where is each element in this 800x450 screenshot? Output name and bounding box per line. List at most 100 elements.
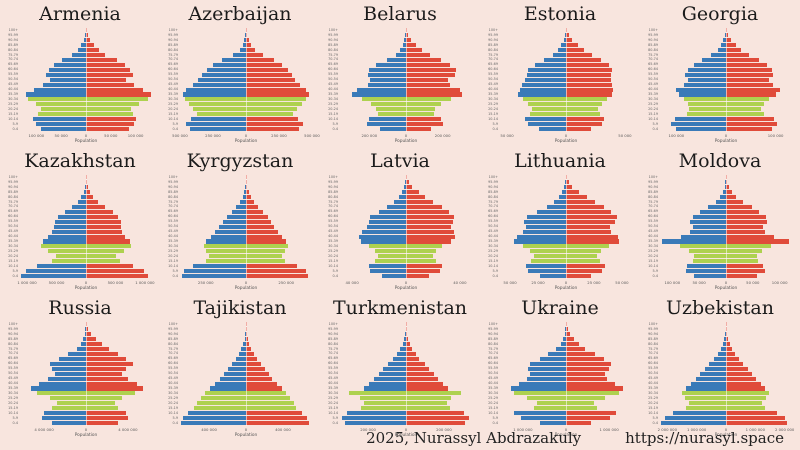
- bar-male-youth: [40, 244, 86, 249]
- bar-male: [709, 361, 726, 366]
- bar-row-25-29: [500, 102, 632, 107]
- age-label: 55-59: [8, 72, 18, 77]
- bar-row-50-54: [500, 77, 632, 82]
- age-label: 100+: [328, 321, 338, 326]
- age-label: 35-39: [168, 239, 178, 244]
- age-label: 35-39: [648, 386, 658, 391]
- bar-female: [406, 356, 420, 361]
- bar-male: [197, 77, 246, 82]
- bar-row-10-14: [500, 117, 632, 122]
- bar-female: [726, 190, 733, 195]
- age-label: 25-29: [328, 101, 338, 106]
- center-axis-line: [246, 27, 247, 132]
- bar-female: [726, 421, 788, 426]
- bar-female: [86, 411, 127, 416]
- bar-row-45-49: [180, 376, 312, 381]
- age-label: 20-24: [8, 253, 18, 258]
- bar-female: [726, 67, 772, 72]
- age-label: 0-4: [172, 420, 178, 425]
- bar-female: [86, 356, 127, 361]
- age-label: 0-4: [12, 420, 18, 425]
- bar-male: [402, 190, 406, 195]
- bar-female-youth: [566, 406, 598, 411]
- bar-row-40-44: [660, 87, 792, 92]
- bar-male-youth: [687, 102, 726, 107]
- bar-male: [692, 214, 726, 219]
- bar-female: [246, 234, 283, 239]
- bar-male-youth: [371, 102, 406, 107]
- bar-female: [406, 77, 449, 82]
- chart-title: Latvia: [370, 150, 430, 172]
- chart-title: Estonia: [523, 3, 597, 25]
- bar-row-5-9: [500, 416, 632, 421]
- bar-row-60-64: [500, 361, 632, 366]
- bar-male: [84, 332, 86, 337]
- bar-female: [726, 195, 737, 200]
- x-tick-label: 0: [244, 279, 248, 285]
- bar-male-youth: [523, 244, 566, 249]
- bar-row-40-44: [180, 87, 312, 92]
- bar-male: [50, 77, 86, 82]
- bar-female: [726, 87, 780, 92]
- bar-row-5-9: [180, 269, 312, 274]
- bar-male: [71, 52, 86, 58]
- bar-female: [86, 204, 106, 209]
- bar-female: [566, 274, 591, 279]
- bar-row-35-39: [20, 239, 152, 244]
- x-tick-label: 50 000: [746, 279, 760, 285]
- bar-row-50-54: [20, 224, 152, 229]
- bar-row-65-69: [340, 356, 472, 361]
- bar-female: [566, 87, 614, 92]
- bar-row-55-59: [500, 72, 632, 77]
- bar-male: [689, 229, 726, 234]
- age-label: 50-54: [488, 371, 498, 376]
- bar-row-70-74: [500, 204, 632, 209]
- age-label: 30-34: [328, 243, 338, 248]
- bar-female: [246, 87, 307, 92]
- bar-row-65-69: [660, 209, 792, 214]
- center-axis-line: [406, 27, 407, 132]
- bar-row-30-34: [500, 244, 632, 249]
- bar-female-youth: [246, 102, 302, 107]
- bar-male-youth: [208, 254, 246, 259]
- age-label: 30-34: [488, 390, 498, 395]
- bar-female: [726, 356, 739, 361]
- bar-female: [406, 371, 434, 376]
- age-label: 35-39: [328, 92, 338, 97]
- bar-row-80-84: [660, 48, 792, 53]
- age-label: 70-74: [8, 204, 18, 209]
- bar-female: [406, 190, 419, 195]
- age-label: 25-29: [328, 248, 338, 253]
- center-axis-line: [246, 321, 247, 426]
- age-label: 70-74: [648, 57, 658, 62]
- bar-male: [528, 269, 566, 274]
- bar-male: [527, 72, 566, 77]
- age-label: 70-74: [328, 57, 338, 62]
- bar-row-25-29: [500, 249, 632, 254]
- bar-male: [404, 337, 406, 342]
- bar-female-youth: [726, 249, 763, 254]
- bar-row-10-14: [500, 411, 632, 416]
- bar-row-40-44: [660, 234, 792, 239]
- bar-row-35-39: [340, 239, 472, 244]
- bar-female: [406, 195, 426, 200]
- age-label: 40-44: [168, 234, 178, 239]
- bar-male: [36, 264, 86, 269]
- bar-male-youth: [55, 254, 86, 259]
- age-label: 20-24: [648, 400, 658, 405]
- bar-male: [187, 411, 246, 416]
- bar-row-15-19: [660, 259, 792, 264]
- age-label: 55-59: [168, 219, 178, 224]
- age-label: 85-89: [648, 42, 658, 47]
- age-axis: 100+ 95-99 90-94 85-89 80-84 75-79 70-74 65-69 6…: [161, 28, 178, 132]
- age-label: 100+: [8, 27, 18, 32]
- age-label: 5-9: [12, 415, 18, 420]
- bar-female-youth: [246, 401, 294, 406]
- bar-female: [86, 274, 148, 279]
- bar-male: [25, 269, 86, 274]
- age-label: 95-99: [488, 32, 498, 37]
- bar-female-youth: [726, 396, 766, 401]
- bar-row-15-19: [340, 406, 472, 411]
- bar-male: [245, 185, 246, 190]
- bar-row-40-44: [180, 234, 312, 239]
